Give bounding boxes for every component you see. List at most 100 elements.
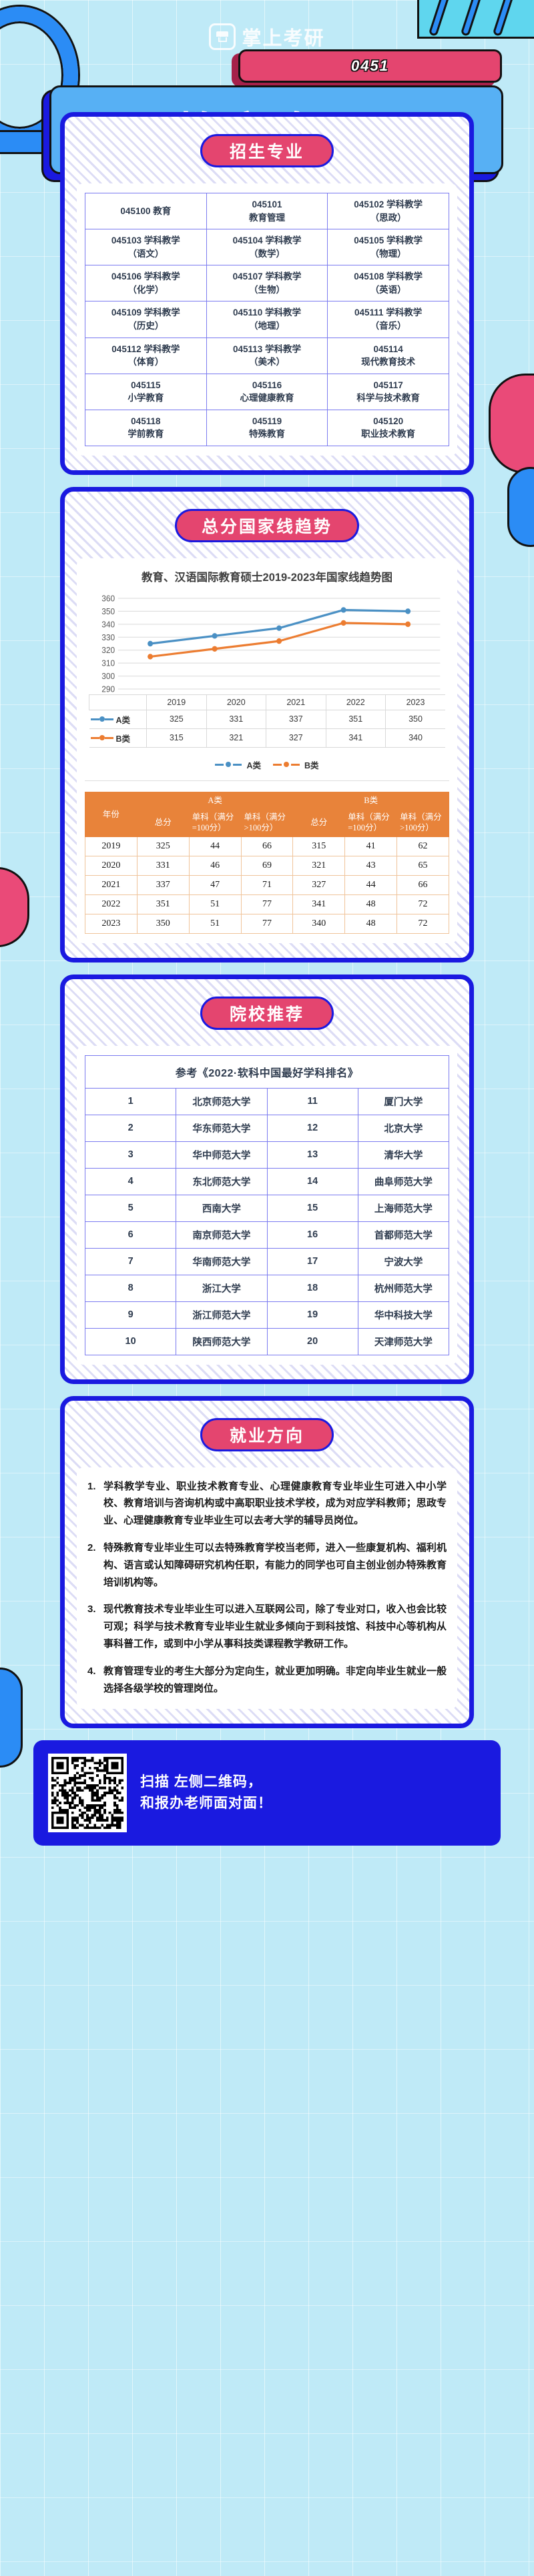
school-rank: 12: [266, 1114, 358, 1142]
score-group-header: A类: [136, 791, 294, 810]
major-cell: 045106 学科教学 （化学）: [85, 265, 207, 302]
chart-data-table: 2019 2020 2021 2022 2023 A类 325 331 337 351 350 B类 3…: [89, 694, 445, 748]
major-cell: 045111 学科教学 （音乐）: [327, 301, 449, 338]
svg-text:340: 340: [101, 620, 115, 629]
score-cell: 2023: [85, 913, 138, 934]
majors-table-wrap: 045100 教育 045101 教育管理 045102 学科教学 （思政） 045103…: [77, 183, 457, 456]
school-rank: 5: [84, 1194, 177, 1222]
score-cell: 66: [396, 874, 449, 895]
table-row: 4 东北师范大学 14 曲阜师范大学: [84, 1167, 450, 1195]
section-heading-majors: 招生专业: [200, 134, 334, 167]
score-sub-header: 总分: [292, 808, 346, 837]
school-name: 华中师范大学: [176, 1141, 268, 1169]
decorative-blue-right: [507, 467, 534, 547]
school-rank: 10: [84, 1327, 177, 1355]
chart-title: 教育、汉语国际教育硕士2019-2023年国家线趋势图: [142, 571, 392, 584]
school-name: 北京大学: [357, 1114, 450, 1142]
school-rank: 9: [84, 1301, 177, 1329]
svg-text:300: 300: [101, 672, 115, 681]
score-cell: 2020: [85, 855, 138, 876]
score-cell: 72: [396, 913, 449, 934]
score-cell: 44: [344, 874, 398, 895]
school-rank: 1: [84, 1087, 177, 1115]
table-row: 9 浙江师范大学 19 华中科技大学: [84, 1301, 450, 1329]
table-row: 2021 337 47 71 327 44 66: [85, 874, 449, 895]
list-item: 教育管理专业的考生大部分为定向生，就业更加明确。非定向毕业生就业一般选择各级学校…: [87, 1663, 447, 1694]
decorative-pink-right: [489, 374, 534, 474]
table-row: 045100 教育 045101 教育管理 045102 学科教学 （思政）: [85, 192, 449, 230]
table-row: 1 北京师范大学 11 厦门大学: [84, 1087, 450, 1115]
score-cell: 69: [240, 855, 294, 876]
school-name: 北京师范大学: [176, 1087, 268, 1115]
chart-value-cell: 331: [206, 709, 266, 729]
major-cell: 045114 现代教育技术: [327, 337, 449, 374]
table-row: 045112 学科教学 （体育） 045113 学科教学 （美术） 045114 现代教育…: [85, 337, 449, 374]
graduation-cap-icon: [209, 23, 236, 50]
score-cell: 44: [188, 836, 242, 856]
school-name: 天津师范大学: [357, 1327, 450, 1355]
score-cell: 43: [344, 855, 398, 876]
school-rank: 6: [84, 1221, 177, 1249]
table-row: 参考《2022·软科中国最好学科排名》: [85, 1055, 449, 1089]
score-sub-header: 单科（满分 >100分）: [240, 808, 294, 837]
list-item: 特殊教育专业毕业生可以去特殊教育学校当老师，进入一些康复机构、福利机构、语言或认…: [87, 1539, 447, 1588]
major-cell: 045116 心理健康教育: [206, 373, 328, 410]
major-cell: 045119 特殊教育: [206, 409, 328, 446]
list-item: 学科教学专业、职业技术教育专业、心理健康教育专业毕业生可进入中小学校、教育培训与…: [87, 1478, 447, 1527]
section-heading-majors-label: 招生专业: [229, 143, 304, 161]
trend-content: 教育、汉语国际教育硕士2019-2023年国家线趋势图 290 300 310 320…: [77, 558, 457, 943]
brand-watermark: 掌上考研: [0, 23, 534, 51]
score-cell: 340: [292, 913, 346, 934]
legend-label-a: A类: [246, 760, 261, 770]
hero-banner: 0451 教育专硕: [0, 0, 534, 327]
school-name: 东北师范大学: [176, 1167, 268, 1195]
majors-table: 045100 教育 045101 教育管理 045102 学科教学 （思政） 045103…: [85, 192, 449, 446]
legend-item-b: B类: [273, 758, 319, 771]
score-cell: 350: [136, 913, 190, 934]
legend-label-b: B类: [304, 760, 319, 770]
table-row: 3 华中师范大学 13 清华大学: [84, 1141, 450, 1169]
svg-text:290: 290: [101, 684, 115, 694]
school-name: 宁波大学: [357, 1247, 450, 1275]
chart-value-cell: 351: [325, 709, 386, 729]
major-cell: 045102 学科教学 （思政）: [327, 192, 449, 230]
qr-code[interactable]: [48, 1754, 127, 1833]
section-heading-schools-label: 院校推荐: [229, 1005, 304, 1024]
score-cell: 341: [292, 894, 346, 914]
school-rank: 15: [266, 1194, 358, 1222]
footer-text: 扫描 左侧二维码， 和报办老师面对面！: [140, 1772, 272, 1815]
section-heading-jobs: 就业方向: [200, 1417, 334, 1451]
school-name: 陕西师范大学: [176, 1327, 268, 1355]
chart-year-header: 2023: [385, 694, 445, 710]
chart-value-cell: 321: [206, 728, 266, 748]
major-cell: 045104 学科教学 （数学）: [206, 229, 328, 266]
score-cell: 62: [396, 836, 449, 856]
score-cell: 2019: [85, 836, 138, 856]
chart-legend: A类 B类: [85, 758, 449, 781]
table-row: 8 浙江大学 18 杭州师范大学: [84, 1274, 450, 1302]
score-cell: 337: [136, 874, 190, 895]
chart-series-legend: A类: [89, 709, 147, 729]
school-name: 上海师范大学: [357, 1194, 450, 1222]
school-rank: 16: [266, 1221, 358, 1249]
school-rank: 7: [84, 1247, 177, 1275]
chart-year-header: 2022: [325, 694, 386, 710]
brand-name: 掌上考研: [242, 28, 325, 49]
score-cell: 331: [136, 855, 190, 876]
table-row: 2022 351 51 77 341 48 72: [85, 894, 449, 914]
table-row: 5 西南大学 15 上海师范大学: [84, 1194, 450, 1222]
section-majors: 招生专业 045100 教育 045101 教育管理 045102 学科教学 （思政） 0…: [60, 112, 474, 475]
table-row: 045115 小学教育 045116 心理健康教育 045117 科学与技术教育: [85, 373, 449, 410]
footer-cta[interactable]: 扫描 左侧二维码， 和报办老师面对面！: [33, 1740, 501, 1846]
jobs-list: 学科教学专业、职业技术教育专业、心理健康教育专业毕业生可进入中小学校、教育培训与…: [85, 1477, 449, 1700]
score-cell: 77: [240, 913, 294, 934]
table-row: 2019 2020 2021 2022 2023: [89, 694, 445, 710]
program-code: 0451: [351, 57, 389, 74]
program-code-badge: 0451: [238, 49, 502, 83]
section-heading-schools: 院校推荐: [200, 996, 334, 1030]
school-rank: 11: [266, 1087, 358, 1115]
major-cell: 045113 学科教学 （美术）: [206, 337, 328, 374]
table-row: 2 华东师范大学 12 北京大学: [84, 1114, 450, 1142]
svg-text:360: 360: [101, 594, 115, 604]
major-cell: 045107 学科教学 （生物）: [206, 265, 328, 302]
